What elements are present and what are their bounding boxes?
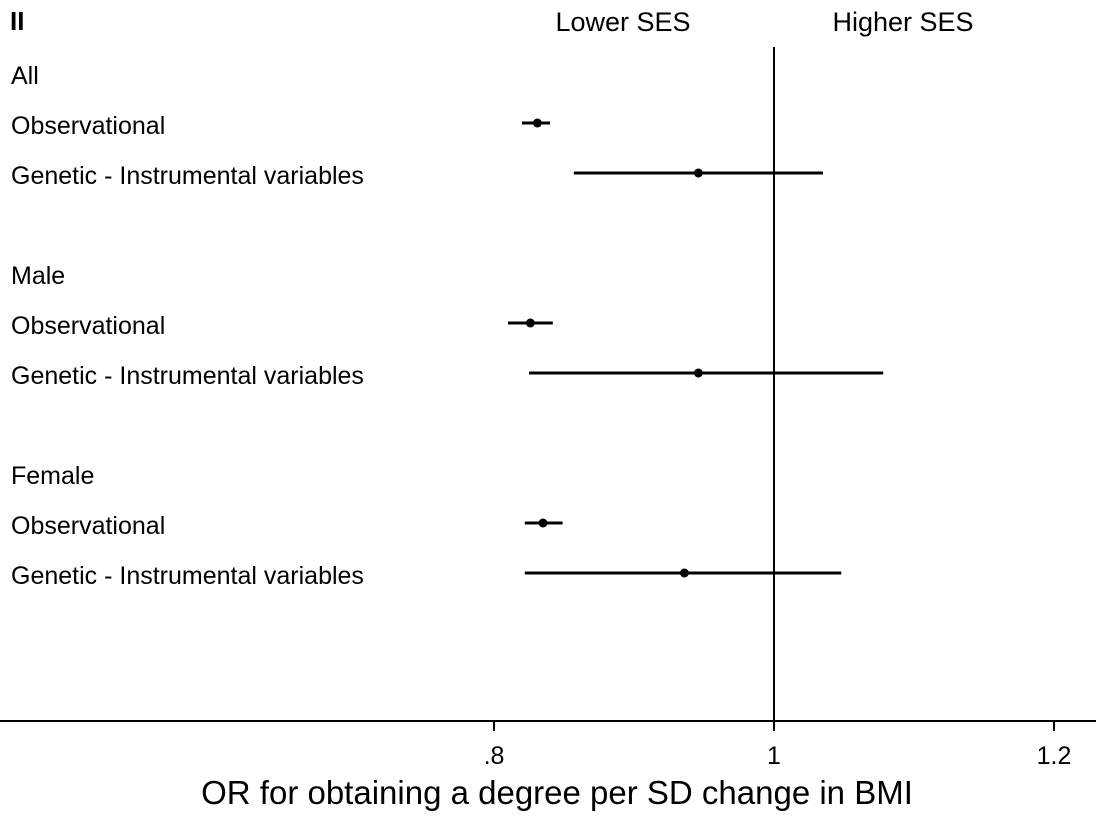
- point-estimate: [693, 368, 703, 378]
- group-label: Male: [11, 262, 65, 290]
- x-tick-label: 1.2: [1037, 742, 1072, 770]
- x-tick-label: 1: [767, 742, 781, 770]
- point-estimate: [525, 318, 535, 328]
- row-label: Genetic - Instrumental variables: [11, 162, 364, 190]
- group-label: Female: [11, 462, 94, 490]
- x-axis-title: OR for obtaining a degree per SD change …: [201, 774, 913, 811]
- lower-ses-label: Lower SES: [555, 7, 690, 37]
- point-estimate: [679, 568, 689, 578]
- x-axis-ticks: .8 1 1.2: [484, 721, 1072, 770]
- row-label: Genetic - Instrumental variables: [11, 362, 364, 390]
- higher-ses-label: Higher SES: [832, 7, 973, 37]
- point-estimate: [538, 518, 548, 528]
- row-label: Genetic - Instrumental variables: [11, 562, 364, 590]
- point-estimate: [532, 118, 542, 128]
- row-label: Observational: [11, 312, 165, 340]
- point-estimate: [693, 168, 703, 178]
- group-label: All: [11, 62, 39, 90]
- row-label: Observational: [11, 112, 165, 140]
- row-label: Observational: [11, 512, 165, 540]
- panel-label: II: [10, 6, 24, 36]
- rows-layer: All Observational Genetic - Instrumental v…: [11, 47, 884, 721]
- x-tick-label: .8: [484, 742, 505, 770]
